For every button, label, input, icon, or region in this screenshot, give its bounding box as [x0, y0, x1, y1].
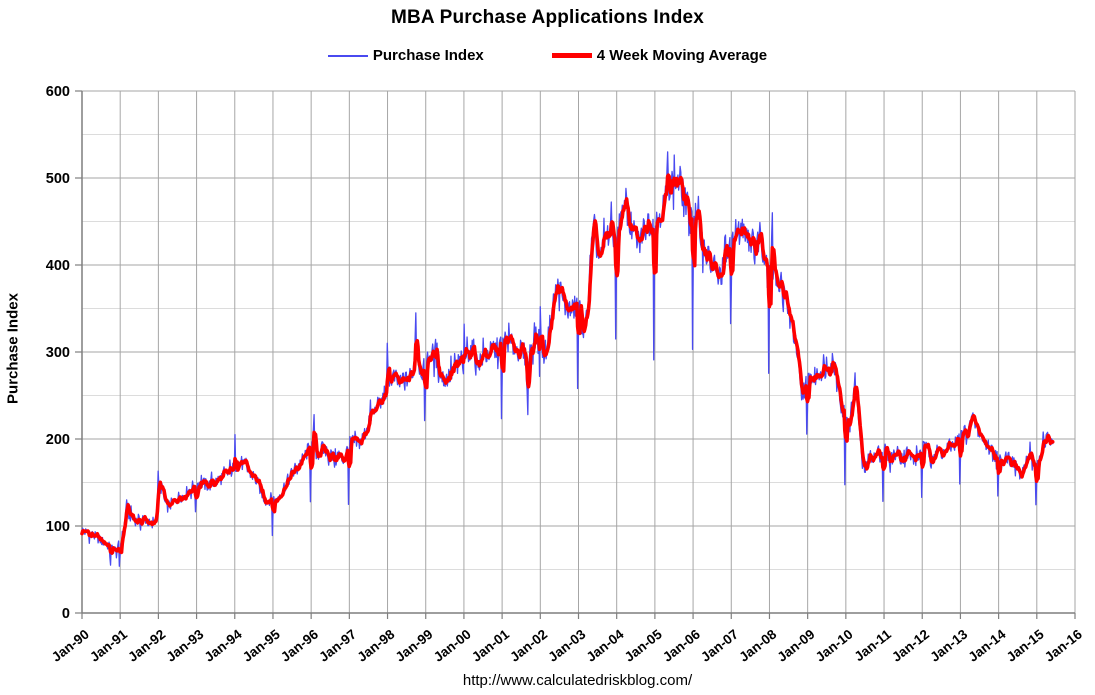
x-tick-label: Jan-93	[163, 626, 206, 664]
x-tick-label: Jan-08	[736, 626, 779, 664]
x-tick-label: Jan-03	[545, 626, 588, 664]
x-tick-label: Jan-05	[622, 626, 665, 664]
y-tick-label: 400	[46, 258, 70, 274]
x-tick-label: Jan-01	[469, 626, 512, 664]
y-tick-label: 100	[46, 519, 70, 535]
moving-average-line-swatch	[551, 53, 592, 58]
y-tick-label: 0	[62, 606, 70, 622]
x-tick-label: Jan-96	[278, 626, 321, 664]
legend: Purchase Index 4 Week Moving Average	[0, 47, 1095, 64]
x-tick-label: Jan-10	[813, 627, 856, 665]
chart-title: MBA Purchase Applications Index	[390, 7, 705, 28]
x-tick-label: Jan-95	[240, 626, 283, 664]
y-tick-label: 600	[46, 84, 70, 100]
x-tick-label: Jan-90	[49, 627, 92, 665]
x-tick-label: Jan-16	[1042, 626, 1085, 664]
x-tick-label: Jan-02	[507, 627, 550, 665]
x-tick-label: Jan-07	[698, 627, 741, 665]
x-tick-label: Jan-91	[87, 626, 130, 664]
source-url: http://www.calculatedriskblog.com/	[462, 672, 693, 689]
x-tick-label: Jan-12	[889, 627, 932, 665]
legend-item-moving-average: 4 Week Moving Average	[551, 47, 768, 64]
x-tick-label: Jan-04	[584, 626, 627, 664]
x-tick-label: Jan-99	[393, 627, 436, 665]
legend-item-purchase-index: Purchase Index	[327, 47, 484, 64]
x-tick-label: Jan-06	[660, 626, 703, 664]
y-tick-label: 300	[46, 345, 70, 361]
x-tick-label: Jan-15	[1004, 626, 1047, 664]
x-tick-label: Jan-14	[966, 626, 1009, 664]
x-tick-label: Jan-97	[316, 627, 359, 665]
purchase-index-line-swatch	[327, 54, 368, 57]
x-tick-label: Jan-09	[775, 627, 818, 665]
y-tick-label: 500	[46, 171, 70, 187]
x-tick-label: Jan-94	[202, 626, 245, 664]
legend-label: Purchase Index	[372, 47, 484, 64]
x-tick-label: Jan-98	[354, 626, 397, 664]
x-tick-label: Jan-11	[852, 626, 895, 664]
y-tick-label: 200	[46, 432, 70, 448]
purchase-index-line	[81, 151, 1054, 567]
x-tick-label: Jan-00	[431, 627, 474, 665]
legend-label: 4 Week Moving Average	[596, 47, 768, 64]
x-tick-label: Jan-13	[927, 626, 970, 664]
moving-average-line	[80, 173, 1055, 555]
x-tick-label: Jan-92	[125, 627, 168, 665]
